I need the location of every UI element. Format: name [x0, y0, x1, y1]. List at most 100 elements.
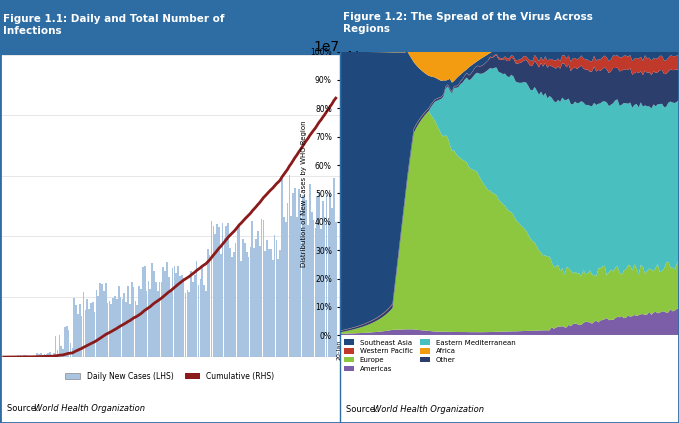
Bar — [127, 286, 129, 357]
Bar — [79, 304, 81, 357]
Bar — [114, 296, 116, 357]
Bar — [164, 271, 166, 357]
Bar — [242, 239, 244, 357]
Bar — [129, 304, 130, 357]
Bar — [270, 249, 272, 357]
Bar — [192, 282, 194, 357]
Bar — [320, 229, 322, 357]
Bar — [188, 292, 190, 357]
Bar — [53, 353, 54, 357]
Bar — [287, 203, 289, 357]
Text: World Health Organization: World Health Organization — [373, 405, 484, 414]
Bar — [311, 212, 312, 357]
Bar — [136, 305, 138, 357]
Bar — [103, 291, 105, 357]
Bar — [168, 277, 170, 357]
Bar — [147, 281, 149, 357]
Bar — [230, 248, 231, 357]
Bar — [50, 352, 51, 357]
Bar — [75, 305, 77, 357]
Bar — [23, 355, 25, 357]
Bar — [126, 302, 127, 357]
Bar — [218, 227, 220, 357]
Bar — [118, 286, 120, 357]
Bar — [207, 249, 208, 357]
Bar — [222, 223, 223, 357]
Bar — [35, 355, 36, 357]
Bar — [25, 355, 26, 357]
Bar — [92, 302, 94, 357]
Bar — [146, 291, 147, 357]
Bar — [278, 259, 279, 357]
Bar — [285, 222, 287, 357]
Bar — [205, 291, 207, 357]
Bar — [162, 267, 164, 357]
Bar — [216, 224, 218, 357]
Bar — [306, 200, 307, 357]
Text: World Health Organization: World Health Organization — [34, 404, 145, 413]
Bar — [198, 285, 200, 357]
Bar — [223, 238, 225, 357]
Bar — [177, 266, 179, 357]
Bar — [268, 249, 270, 357]
Bar — [276, 240, 277, 357]
Bar — [240, 261, 242, 357]
Bar — [111, 305, 112, 357]
Bar — [244, 244, 246, 357]
Bar — [190, 271, 192, 357]
Bar — [281, 179, 283, 357]
Bar — [304, 195, 305, 357]
Bar — [313, 220, 314, 357]
Bar — [225, 226, 227, 357]
Bar — [250, 247, 251, 357]
Bar — [98, 296, 99, 357]
Bar — [29, 356, 31, 357]
Bar — [175, 273, 177, 357]
Bar — [291, 217, 292, 357]
Bar — [20, 355, 21, 357]
Bar — [66, 326, 68, 357]
Bar — [255, 239, 257, 357]
Bar — [48, 353, 49, 357]
Text: Source:: Source: — [346, 405, 381, 414]
Bar — [187, 290, 188, 357]
Bar — [109, 301, 110, 357]
Bar — [71, 348, 73, 357]
Bar — [132, 287, 134, 357]
Bar — [33, 356, 34, 357]
Bar — [185, 293, 186, 357]
Bar — [309, 184, 311, 357]
Bar — [202, 266, 203, 357]
Bar — [220, 253, 221, 357]
Bar — [289, 175, 290, 357]
Bar — [235, 243, 236, 357]
Bar — [335, 222, 337, 357]
Bar — [105, 283, 107, 357]
Bar — [272, 260, 274, 357]
Bar — [257, 231, 259, 357]
Bar — [84, 310, 86, 357]
Bar — [131, 282, 132, 357]
Bar — [144, 266, 145, 357]
Bar — [149, 289, 151, 357]
Bar — [299, 209, 301, 357]
Bar — [60, 346, 62, 357]
Bar — [263, 220, 264, 357]
Bar — [324, 217, 325, 357]
Bar — [142, 267, 144, 357]
Bar — [124, 292, 125, 357]
Bar — [209, 255, 210, 357]
Bar — [279, 250, 281, 357]
Bar — [283, 217, 285, 357]
Bar — [246, 252, 248, 357]
Bar — [331, 209, 333, 357]
Bar — [166, 262, 168, 357]
Bar — [292, 192, 294, 357]
Bar — [77, 314, 79, 357]
Text: Figure 1.2: The Spread of the Virus Across
Regions: Figure 1.2: The Spread of the Virus Acro… — [343, 12, 593, 34]
Bar — [96, 291, 97, 357]
Bar — [296, 217, 297, 357]
Bar — [172, 268, 173, 357]
Bar — [31, 356, 33, 357]
Bar — [183, 278, 185, 357]
